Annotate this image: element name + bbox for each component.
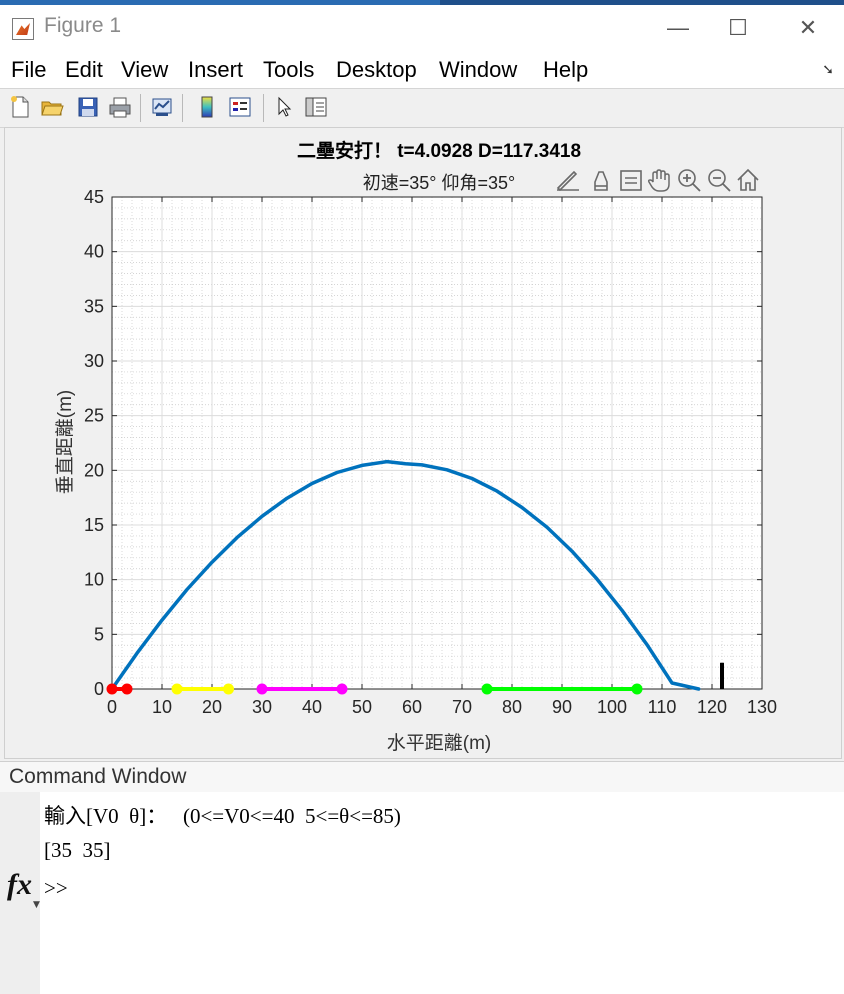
command-window-header: Command Window xyxy=(0,761,844,793)
menu-bar: File Edit View Insert Tools Desktop Wind… xyxy=(0,52,844,88)
pan-icon[interactable] xyxy=(647,169,670,192)
x-tick-label: 0 xyxy=(107,697,117,717)
y-tick-label: 0 xyxy=(94,679,104,699)
link-plot-icon[interactable] xyxy=(150,95,174,119)
figure-canvas: 0 10 20 30 40 50 60 70 80 90 100 110 120 130 0 5 10 15 20 2… xyxy=(4,127,842,759)
menu-file[interactable]: File xyxy=(11,57,47,82)
x-tick-label: 100 xyxy=(597,697,627,717)
menu-edit[interactable]: Edit xyxy=(65,57,103,82)
x-tick-label: 50 xyxy=(352,697,372,717)
base-marker xyxy=(256,683,268,695)
y-tick-label: 40 xyxy=(84,242,104,262)
base-marker xyxy=(481,683,493,695)
maximize-button[interactable]: ☐ xyxy=(728,15,748,40)
new-file-icon[interactable] xyxy=(8,95,32,119)
plot-svg: 0 10 20 30 40 50 60 70 80 90 100 110 120 130 0 5 10 15 20 2… xyxy=(54,139,777,754)
y-tick-label: 30 xyxy=(84,351,104,371)
x-tick-label: 130 xyxy=(747,697,777,717)
command-prompt[interactable]: >> xyxy=(44,876,68,900)
menu-desktop[interactable]: Desktop xyxy=(336,57,417,82)
base-marker xyxy=(121,683,133,695)
command-gutter xyxy=(0,792,40,994)
x-tick-label: 30 xyxy=(252,697,272,717)
menu-window[interactable]: Window xyxy=(439,57,518,82)
link-icon[interactable] xyxy=(620,170,642,191)
x-axis-label: 水平距離(m) xyxy=(387,732,491,754)
save-icon[interactable] xyxy=(76,95,100,119)
matlab-icon xyxy=(12,18,34,40)
top-strip xyxy=(0,0,844,6)
figure-toolbar xyxy=(0,88,844,128)
x-tick-label: 70 xyxy=(452,697,472,717)
x-tick-label: 40 xyxy=(302,697,322,717)
close-button[interactable]: ✕ xyxy=(798,15,818,40)
y-tick-label: 20 xyxy=(84,460,104,480)
command-output-line: [35 35] xyxy=(44,838,111,862)
menu-view[interactable]: View xyxy=(121,57,169,82)
toolbar-separator xyxy=(140,94,141,122)
data-tips-icon[interactable] xyxy=(594,171,608,191)
home-icon[interactable] xyxy=(737,168,759,191)
x-tick-label: 60 xyxy=(402,697,422,717)
y-tick-label: 25 xyxy=(84,406,104,426)
x-tick-label: 110 xyxy=(648,697,677,717)
plot-area xyxy=(112,197,762,689)
window-title: Figure 1 xyxy=(44,14,122,37)
base-marker xyxy=(171,683,183,695)
trajectory-line xyxy=(110,459,701,691)
y-tick-label: 10 xyxy=(84,570,104,590)
select-arrow-icon[interactable] xyxy=(272,95,296,119)
title-bar: Figure 1 — ☐ ✕ xyxy=(0,6,844,52)
x-tick-label: 10 xyxy=(152,697,172,717)
minimize-button[interactable]: — xyxy=(667,15,689,40)
axes-box xyxy=(111,196,763,690)
y-tick-label: 5 xyxy=(94,624,104,644)
legend-icon[interactable] xyxy=(228,95,252,119)
fx-function-browser-icon[interactable]: fx xyxy=(7,868,32,901)
chart-title: 二壘安打！ t=4.0928 D=117.3418 xyxy=(297,139,581,162)
base-marker xyxy=(223,683,234,695)
zoom-out-icon[interactable] xyxy=(708,169,731,192)
chart-subtitle: 初速=35° 仰角=35° xyxy=(363,173,515,193)
y-tick-label: 35 xyxy=(84,296,104,316)
x-tick-label: 80 xyxy=(502,697,522,717)
command-window[interactable]: 輸入[V0 θ]： (0<=V0<=40 5<=θ<=85) [35 35] f… xyxy=(0,792,844,994)
dock-arrow-icon[interactable]: ➘ xyxy=(822,62,834,78)
x-tick-label: 120 xyxy=(697,697,727,717)
brush-icon[interactable] xyxy=(556,170,579,192)
command-output-line: 輸入[V0 θ]： (0<=V0<=40 5<=θ<=85) xyxy=(44,804,401,828)
toolbar-separator xyxy=(182,94,183,122)
base-marker xyxy=(336,683,348,695)
menu-insert[interactable]: Insert xyxy=(188,57,244,82)
print-icon[interactable] xyxy=(108,95,132,119)
x-tick-label: 20 xyxy=(202,697,222,717)
y-tick-label: 15 xyxy=(84,515,104,535)
base-marker xyxy=(106,683,118,695)
base-marker xyxy=(631,683,643,695)
y-axis-label: 垂直距離(m) xyxy=(54,390,76,494)
property-inspector-icon[interactable] xyxy=(304,95,328,119)
axes-toolbar xyxy=(556,168,759,192)
y-tick-label: 45 xyxy=(84,187,104,207)
zoom-in-icon[interactable] xyxy=(678,169,701,192)
toolbar-separator xyxy=(263,94,264,122)
menu-help[interactable]: Help xyxy=(543,57,589,82)
command-window-title: Command Window xyxy=(9,765,187,788)
open-folder-icon[interactable] xyxy=(40,95,64,119)
colorbar-icon[interactable] xyxy=(195,95,219,119)
menu-tools[interactable]: Tools xyxy=(263,57,315,82)
x-tick-label: 90 xyxy=(552,697,572,717)
fx-caret-icon: ▼ xyxy=(33,900,40,910)
